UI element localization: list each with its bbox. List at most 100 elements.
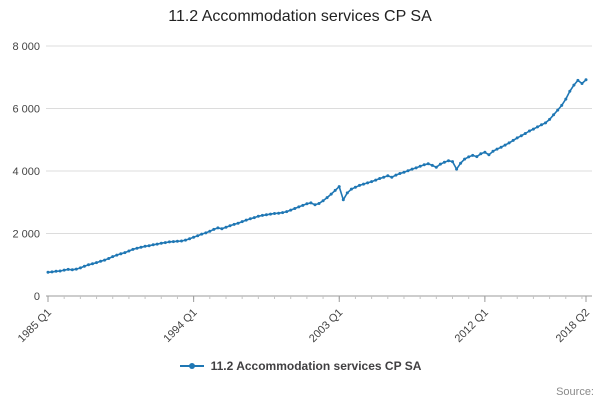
data-point — [131, 247, 135, 251]
data-point — [353, 185, 357, 189]
data-point — [394, 173, 398, 177]
data-point — [358, 183, 361, 187]
data-point — [540, 123, 543, 127]
data-point — [499, 145, 503, 149]
data-point — [451, 160, 454, 164]
data-point — [398, 172, 402, 175]
data-point — [66, 267, 70, 271]
legend: 11.2 Accommodation services CP SA — [0, 356, 600, 376]
data-point — [277, 211, 281, 215]
data-point — [576, 78, 580, 82]
x-tick-label: 1985 Q1 — [16, 307, 54, 345]
data-point — [192, 235, 196, 239]
y-tick-label: 4 000 — [12, 166, 40, 178]
data-point — [151, 243, 155, 247]
data-point — [58, 269, 62, 273]
data-point — [70, 268, 74, 272]
data-point — [309, 201, 313, 205]
data-point — [390, 175, 394, 179]
data-point — [459, 161, 463, 165]
data-point — [200, 232, 204, 236]
data-point — [386, 174, 390, 178]
data-point — [115, 253, 119, 257]
data-point — [544, 121, 547, 125]
data-point — [378, 177, 382, 180]
data-point — [204, 231, 208, 235]
data-point — [119, 252, 123, 256]
data-point — [511, 138, 515, 142]
data-point — [180, 239, 183, 243]
data-point — [418, 164, 422, 168]
data-point — [50, 270, 54, 274]
y-tick-label: 2 000 — [12, 229, 40, 241]
legend-label: 11.2 Accommodation services CP SA — [210, 359, 422, 373]
data-point — [523, 132, 527, 135]
data-point — [580, 82, 584, 85]
data-point — [349, 187, 353, 191]
data-point — [362, 182, 365, 186]
data-point — [269, 212, 272, 216]
data-point — [224, 225, 228, 229]
data-point — [337, 185, 341, 189]
data-point — [584, 78, 588, 82]
data-point — [293, 207, 297, 210]
y-tick-label: 6 000 — [12, 104, 40, 116]
data-point — [216, 226, 220, 230]
data-point — [135, 246, 139, 250]
data-point — [471, 153, 475, 157]
data-point — [410, 167, 414, 171]
data-point — [333, 188, 337, 192]
data-point — [345, 191, 349, 195]
data-point — [487, 153, 491, 157]
data-point — [301, 203, 305, 207]
data-point — [447, 159, 450, 163]
data-point — [248, 217, 252, 221]
x-tick-label: 2003 Q1 — [307, 307, 345, 345]
data-point — [208, 229, 212, 233]
data-point — [519, 134, 523, 138]
data-point — [82, 264, 86, 268]
data-point — [87, 263, 90, 267]
data-point — [240, 220, 244, 224]
data-point — [475, 155, 479, 159]
data-point — [507, 141, 511, 145]
data-point — [366, 181, 370, 185]
data-point — [341, 198, 345, 202]
data-point — [313, 203, 317, 207]
y-tick-label: 8 000 — [12, 41, 40, 53]
data-point — [325, 196, 329, 200]
data-point — [212, 227, 216, 231]
data-point — [95, 261, 98, 265]
data-point — [264, 213, 268, 217]
data-point — [196, 234, 200, 238]
data-point — [515, 136, 519, 140]
chart-title: 11.2 Accommodation services CP SA — [168, 8, 432, 25]
data-point — [455, 167, 459, 171]
data-point — [382, 175, 386, 179]
data-point — [463, 157, 467, 161]
data-point — [556, 108, 560, 112]
legend-marker-icon — [179, 363, 204, 369]
data-point — [171, 240, 175, 244]
data-point — [91, 262, 94, 266]
data-point — [402, 170, 406, 174]
data-point — [438, 162, 442, 166]
data-point — [103, 258, 107, 262]
data-point — [163, 241, 167, 245]
data-point — [273, 212, 276, 215]
data-point — [564, 97, 568, 101]
data-point — [305, 202, 309, 206]
data-point — [220, 227, 224, 231]
data-point — [111, 255, 115, 259]
data-point — [54, 269, 58, 273]
data-point — [155, 242, 159, 246]
data-point — [175, 239, 179, 243]
data-point — [139, 245, 143, 249]
data-point — [479, 152, 483, 156]
data-point — [406, 169, 410, 173]
data-point — [74, 267, 78, 271]
x-tick-label: 2018 Q2 — [554, 307, 592, 345]
data-point — [483, 150, 487, 154]
data-point — [321, 199, 325, 203]
